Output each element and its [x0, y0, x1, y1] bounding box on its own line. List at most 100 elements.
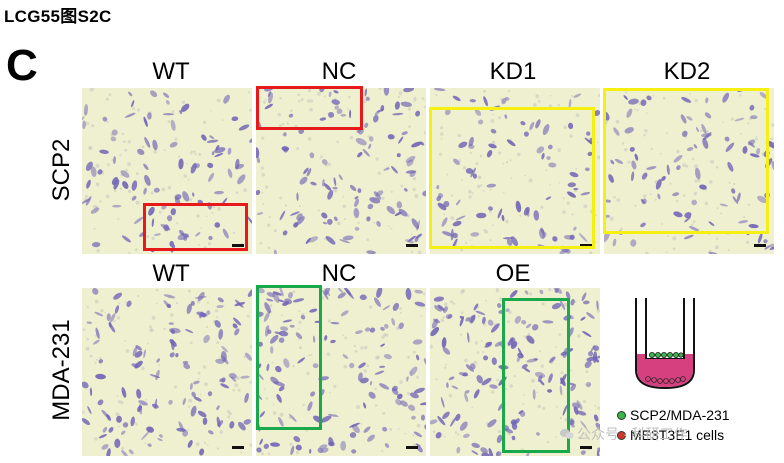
stained-cell [445, 313, 453, 319]
stained-cell [490, 323, 500, 333]
stained-cell [562, 347, 569, 359]
stained-cell [634, 153, 639, 161]
stained-cell [322, 221, 327, 225]
stained-cell [401, 131, 408, 136]
stained-cell [192, 192, 195, 197]
stained-cell [369, 197, 381, 204]
stained-cell [708, 252, 718, 254]
stained-cell [357, 152, 363, 158]
highlight-box-red-nc [256, 86, 363, 130]
stained-cell [581, 292, 587, 302]
stained-cell [349, 362, 355, 369]
stained-cell [455, 215, 466, 221]
stained-cell [496, 451, 502, 456]
stained-cell [423, 358, 426, 366]
stained-cell [337, 292, 346, 299]
stained-cell [496, 303, 502, 308]
stained-cell [379, 383, 390, 390]
stained-cell [567, 182, 576, 188]
stained-cell [330, 321, 340, 325]
stained-cell [180, 233, 190, 238]
stained-cell [256, 157, 261, 164]
stained-cell [695, 127, 700, 133]
stained-cell [419, 402, 426, 406]
stained-cell [515, 200, 522, 213]
stained-cell [448, 376, 455, 381]
stained-cell [473, 389, 480, 399]
stained-cell [182, 191, 190, 202]
stained-cell [403, 188, 408, 192]
stained-cell [496, 434, 503, 444]
stained-cell [680, 114, 687, 124]
stained-cell [534, 371, 546, 379]
stained-cell [143, 116, 148, 127]
stained-cell [481, 377, 492, 386]
legend-dot-red [617, 431, 626, 440]
stained-cell [524, 290, 529, 295]
stained-cell [321, 447, 329, 453]
stained-cell [128, 449, 134, 455]
stained-cell [163, 92, 170, 98]
stained-cell [368, 136, 374, 142]
panel-letter: C [6, 41, 38, 90]
stained-cell [704, 112, 712, 119]
stained-cell [582, 331, 592, 337]
stained-cell [719, 203, 728, 207]
stained-cell [215, 358, 225, 364]
micrograph-mda231-nc [256, 288, 426, 456]
stained-cell [87, 405, 92, 415]
stained-cell [273, 381, 285, 387]
stained-cell [263, 443, 270, 450]
stained-cell [477, 119, 484, 125]
stained-cell [181, 103, 190, 112]
stained-cell [122, 181, 129, 189]
stained-cell [256, 212, 264, 216]
stained-cell [511, 342, 517, 348]
legend-item-scp2-mda231: SCP2/MDA-231 [630, 407, 730, 423]
stained-cell [573, 93, 582, 98]
stained-cell [263, 311, 270, 322]
stained-cell [283, 147, 288, 153]
stained-cell [267, 329, 272, 335]
stained-cell [349, 432, 357, 438]
stained-cell [491, 357, 497, 365]
stained-cell [295, 444, 302, 451]
stained-cell [546, 155, 551, 161]
stained-cell [333, 177, 337, 186]
stained-cell [209, 135, 215, 140]
stained-cell [595, 422, 600, 433]
stained-cell [290, 211, 300, 216]
stained-cell [626, 108, 633, 118]
stained-cell [552, 236, 558, 242]
stained-cell [232, 317, 242, 326]
stained-cell [481, 452, 491, 456]
stained-cell [468, 144, 475, 149]
stained-cell [456, 446, 461, 454]
stained-cell [359, 294, 367, 301]
stained-cell [353, 207, 360, 219]
stained-cell [130, 416, 135, 427]
stained-cell [279, 210, 286, 221]
stained-cell [640, 99, 647, 106]
stained-cell [221, 345, 228, 353]
stained-cell [211, 151, 215, 156]
stained-cell [155, 369, 160, 381]
stained-cell [193, 380, 200, 385]
stained-cell [190, 405, 197, 417]
stained-cell [320, 415, 332, 423]
stained-cell [494, 341, 503, 347]
stained-cell [614, 158, 624, 164]
stained-cell [471, 442, 480, 449]
stained-cell [114, 305, 120, 314]
stained-cell [232, 323, 238, 329]
row1-col-label-wt: WT [152, 58, 190, 85]
stained-cell [182, 360, 189, 365]
stained-cell [306, 168, 312, 177]
stained-cell [415, 354, 420, 361]
stained-cell [309, 152, 315, 159]
stained-cell [113, 179, 120, 190]
stained-cell [469, 98, 476, 103]
stained-cell [91, 241, 101, 248]
stained-cell [490, 128, 497, 134]
stained-cell [657, 193, 661, 200]
